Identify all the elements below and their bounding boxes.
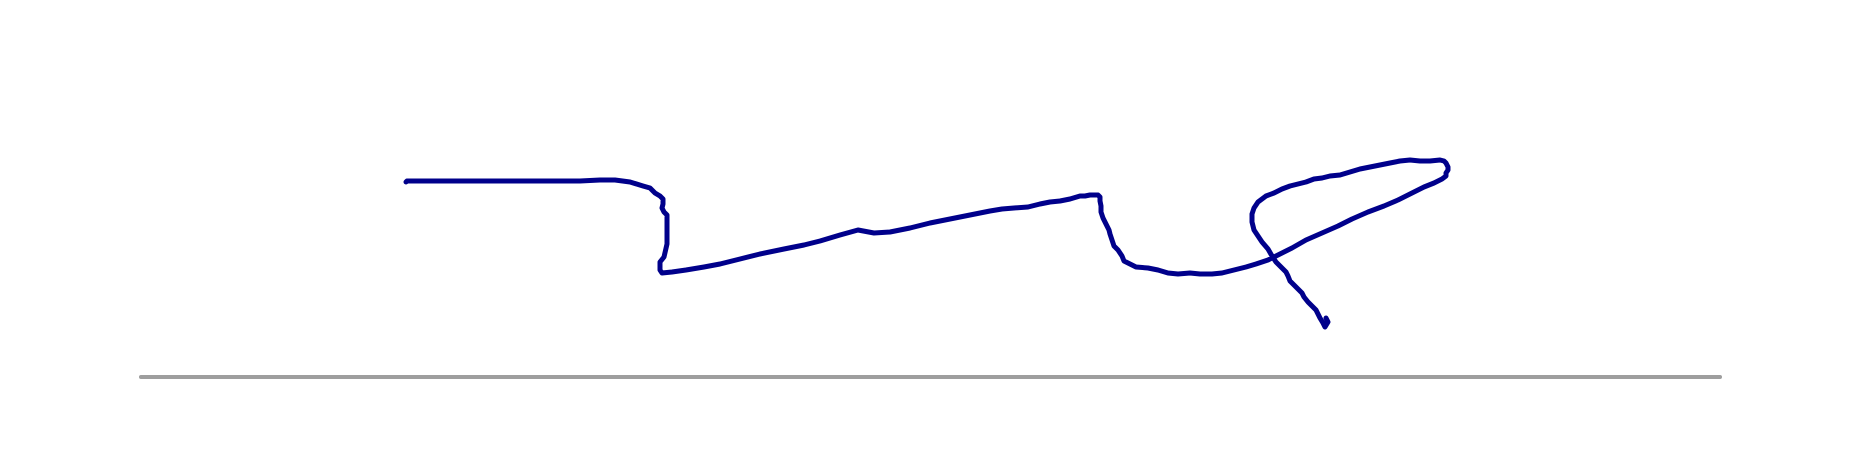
signature-stroke [403, 157, 1451, 330]
